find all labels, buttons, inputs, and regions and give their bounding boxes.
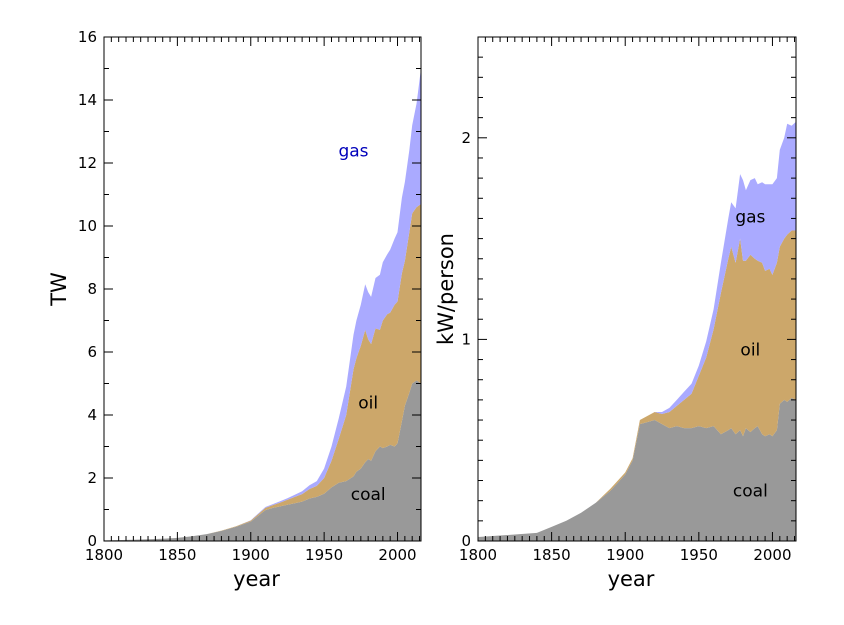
x-tick-label: 1850 bbox=[533, 546, 571, 564]
y-tick-label: 10 bbox=[78, 217, 97, 235]
area-gas bbox=[104, 68, 421, 541]
x-tick-label: 1900 bbox=[232, 546, 270, 564]
y-axis-title: kW/person bbox=[434, 233, 458, 345]
y-tick-label: 2 bbox=[87, 469, 97, 487]
y-tick-label: 4 bbox=[87, 406, 97, 424]
y-tick-label: 6 bbox=[87, 343, 97, 361]
area-label-coal: coal bbox=[733, 482, 768, 502]
plot-frame bbox=[477, 36, 797, 542]
area-oil bbox=[478, 230, 796, 537]
y-tick-label: 2 bbox=[461, 129, 471, 147]
area-label-oil: oil bbox=[358, 394, 378, 414]
x-tick-label: 1900 bbox=[606, 546, 644, 564]
area-label-coal: coal bbox=[351, 485, 386, 505]
y-tick-label: 14 bbox=[78, 91, 97, 109]
y-axis-title: TW bbox=[47, 272, 71, 307]
x-tick-label: 1950 bbox=[305, 546, 343, 564]
x-tick-label: 1800 bbox=[85, 546, 123, 564]
x-tick-label: 1800 bbox=[459, 546, 497, 564]
area-coal bbox=[478, 397, 796, 541]
x-axis-title: year bbox=[608, 567, 655, 591]
y-tick-label: 0 bbox=[87, 532, 97, 550]
area-label-oil: oil bbox=[740, 341, 760, 361]
area-label-gas: gas bbox=[338, 142, 368, 162]
y-tick-label: 0 bbox=[461, 532, 471, 550]
y-tick-label: 16 bbox=[78, 28, 97, 46]
chart-panel-1: 0 2 4 6 8 10 12 14 16 1800 1850 1900 1950 2000 year TW g… bbox=[47, 28, 422, 591]
x-axis-title: year bbox=[233, 567, 280, 591]
area-coal bbox=[104, 380, 421, 541]
y-tick-label: 1 bbox=[461, 330, 471, 348]
y-tick-label: 8 bbox=[87, 280, 97, 298]
x-tick-label: 1950 bbox=[680, 546, 718, 564]
x-tick-label: 2000 bbox=[378, 546, 416, 564]
x-tick-label: 1850 bbox=[158, 546, 196, 564]
area-oil bbox=[104, 204, 421, 541]
x-tick-label: 2000 bbox=[753, 546, 791, 564]
y-tick-label: 12 bbox=[78, 154, 97, 172]
area-label-gas: gas bbox=[735, 207, 765, 227]
chart-panel-2: 0 1 2 1800 1850 1900 1950 2000 year kW/person gas o… bbox=[434, 36, 797, 591]
